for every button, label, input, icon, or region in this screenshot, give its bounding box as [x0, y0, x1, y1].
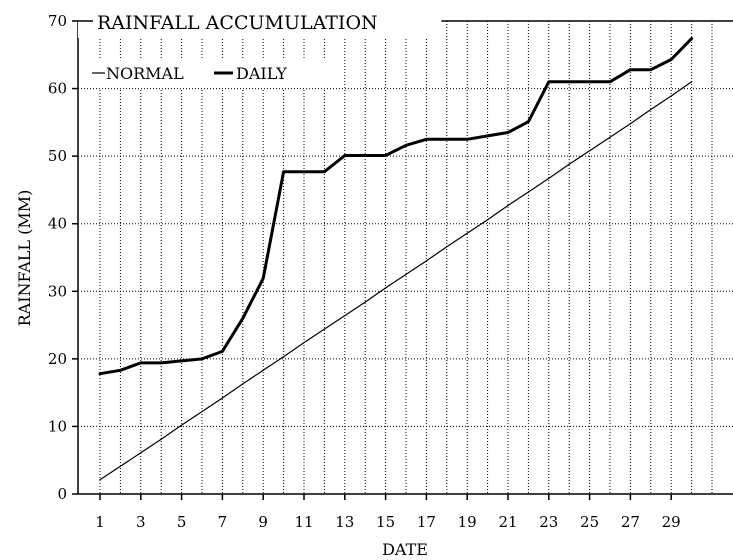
series-line-daily: [98, 37, 694, 376]
axes: [77, 21, 733, 495]
y-tick-label-0: 0: [57, 485, 67, 503]
y-tick-label-40: 40: [48, 215, 67, 233]
x-tick-label-5: 5: [177, 513, 187, 531]
title-background: [78, 4, 440, 38]
x-tick-label-25: 25: [580, 513, 599, 531]
x-tick-label-1: 1: [95, 513, 105, 531]
x-tick-label-7: 7: [218, 513, 228, 531]
chart-title: RAINFALL ACCUMULATION: [97, 12, 378, 34]
y-tick-label-50: 50: [48, 147, 67, 165]
x-tick-label-15: 15: [376, 513, 395, 531]
chart-title-group: RAINFALL ACCUMULATION: [78, 4, 733, 38]
x-tick-label-23: 23: [539, 513, 558, 531]
x-tick-label-21: 21: [498, 513, 517, 531]
grid-lines: [78, 20, 733, 494]
series-line-normal: [99, 81, 693, 481]
x-tick-label-29: 29: [662, 513, 681, 531]
y-axis-title: RAINFALL (MM): [15, 190, 34, 327]
x-tick-label-13: 13: [335, 513, 354, 531]
y-tick-label-30: 30: [48, 282, 67, 300]
x-axis-title: DATE: [382, 540, 428, 559]
x-tick-label-17: 17: [417, 513, 436, 531]
y-tick-label-60: 60: [48, 80, 67, 98]
legend: NORMAL DAILY: [84, 58, 327, 88]
y-tick-label-70: 70: [48, 12, 67, 30]
series-lines: [98, 37, 694, 481]
legend-label-normal: NORMAL: [106, 64, 184, 83]
x-tick-labels: 1 3 5 7 9 11 13 15 17 19 21 23 25 27 29: [95, 494, 681, 531]
x-tick-label-11: 11: [294, 513, 313, 531]
legend-background: [84, 58, 327, 88]
x-tick-label-27: 27: [621, 513, 640, 531]
y-tick-label-10: 10: [48, 417, 67, 435]
y-tick-labels: 0 10 20 30 40 50 60 70: [48, 12, 78, 503]
legend-label-daily: DAILY: [236, 64, 287, 83]
x-tick-label-9: 9: [258, 513, 268, 531]
y-tick-label-20: 20: [48, 350, 67, 368]
x-tick-label-3: 3: [136, 513, 146, 531]
x-tick-label-19: 19: [458, 513, 477, 531]
